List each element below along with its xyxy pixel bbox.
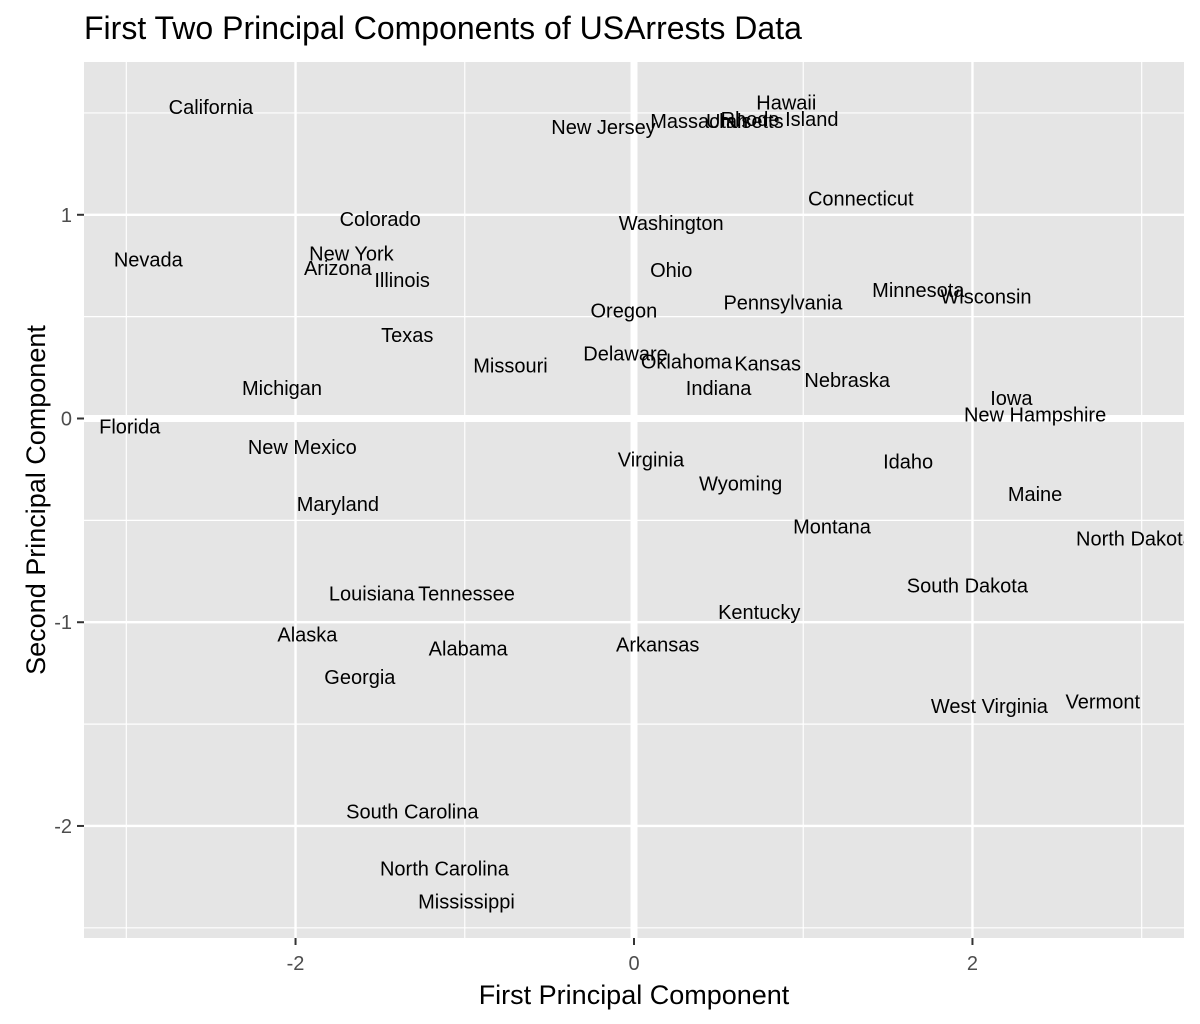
point-label: Indiana [686, 378, 752, 400]
point-label: Louisiana [329, 584, 416, 606]
point-label: Alabama [429, 639, 509, 661]
point-label: New Jersey [551, 117, 655, 139]
point-label: Utah [706, 111, 748, 133]
point-label: Wisconsin [940, 286, 1031, 308]
point-label: Nebraska [804, 370, 890, 392]
point-label: Oklahoma [641, 351, 733, 373]
point-label: Montana [793, 516, 872, 538]
tick-labels: -2 0 2 -2 -1 0 1 [54, 205, 978, 975]
point-label: Oregon [590, 301, 657, 323]
point-label: Arkansas [616, 635, 699, 657]
point-label: North Dakota [1076, 529, 1195, 551]
point-label: Iowa [990, 388, 1033, 410]
point-label: Arizona [304, 258, 373, 280]
y-axis-title: Second Principal Component [21, 325, 51, 675]
x-tick-label: -2 [287, 953, 305, 975]
point-label: Massachusetts [650, 111, 783, 133]
y-tick-label: 0 [61, 409, 72, 431]
x-axis-title: First Principal Component [479, 980, 790, 1010]
chart-title: First Two Principal Components of USArre… [84, 10, 802, 46]
point-label: South Carolina [346, 802, 479, 824]
point-label: Nevada [114, 250, 184, 272]
point-label: Wyoming [699, 474, 782, 496]
point-label: North Carolina [380, 859, 510, 881]
point-label: Alaska [277, 624, 338, 646]
point-label: New York [309, 243, 394, 265]
point-label: Pennsylvania [723, 292, 843, 314]
point-label: New Mexico [248, 437, 357, 459]
point-label: Kansas [734, 354, 801, 376]
point-label: Ohio [650, 260, 692, 282]
point-label: New Hampshire [964, 404, 1106, 426]
point-label: Vermont [1066, 692, 1141, 714]
point-label: South Dakota [907, 576, 1029, 598]
major-gridlines [84, 62, 1184, 938]
point-label: Washington [619, 213, 724, 235]
point-label: Kentucky [718, 602, 800, 624]
point-label: Connecticut [808, 188, 914, 210]
point-label: Minnesota [872, 280, 965, 302]
point-label: Illinois [374, 270, 430, 292]
point-label: Idaho [883, 451, 933, 473]
point-label: Missouri [473, 356, 547, 378]
point-label: Hawaii [756, 93, 816, 115]
point-label: Rhode Island [721, 109, 839, 131]
point-label: Texas [381, 325, 433, 347]
point-label: California [169, 97, 254, 119]
axis-ticks [77, 213, 974, 945]
y-tick-label: -2 [54, 816, 72, 838]
point-label: West Virginia [931, 696, 1049, 718]
x-tick-label: 0 [628, 953, 639, 975]
point-labels: Alabama Alaska Arizona Arkansas California Co… [99, 93, 1195, 914]
x-tick-label: 2 [967, 953, 978, 975]
point-label: Virginia [618, 449, 685, 471]
point-label: Tennessee [418, 584, 515, 606]
y-tick-label: -1 [54, 612, 72, 634]
point-label: Michigan [242, 378, 322, 400]
point-label: Colorado [340, 209, 421, 231]
point-label: Delaware [583, 343, 667, 365]
point-label: Maryland [297, 494, 379, 516]
point-label: Georgia [324, 667, 396, 689]
point-label: Mississippi [418, 891, 515, 913]
point-label: Maine [1008, 484, 1062, 506]
y-tick-label: 1 [61, 205, 72, 227]
point-label: Florida [99, 417, 161, 439]
